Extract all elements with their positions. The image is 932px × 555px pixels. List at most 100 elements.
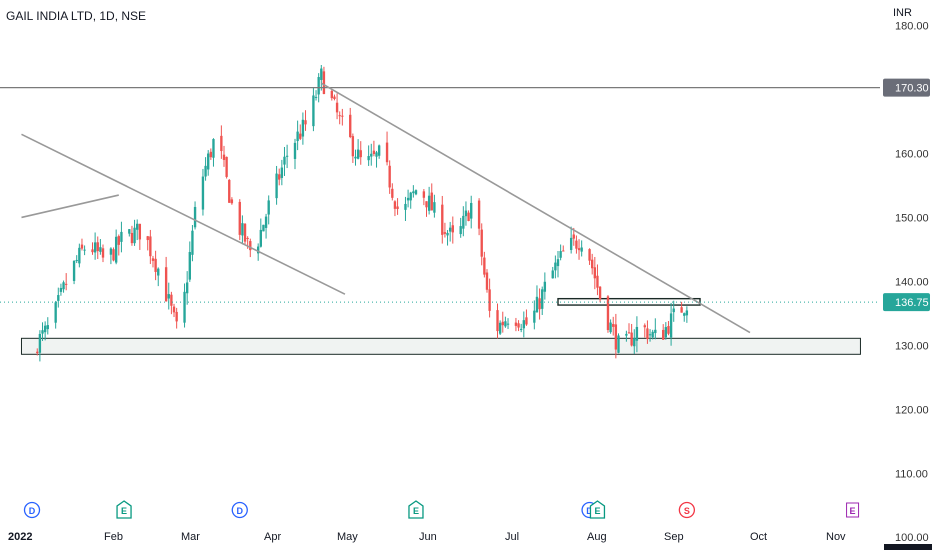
event-marker-d[interactable]: D: [231, 501, 248, 519]
candle-body: [57, 295, 60, 301]
candle-body: [335, 102, 339, 113]
x-tick-label: 2022: [8, 531, 32, 543]
event-letter: D: [237, 506, 244, 516]
candle-body: [533, 310, 536, 323]
candle-body: [207, 153, 210, 170]
event-letter: E: [121, 506, 127, 516]
candle-body: [525, 317, 528, 325]
candle-body: [372, 150, 376, 155]
dividend-icon: [231, 501, 248, 519]
candle-body: [338, 115, 341, 117]
event-marker-e[interactable]: E: [408, 500, 424, 519]
candle-body: [477, 200, 481, 229]
candle-body: [185, 282, 189, 294]
candle-body: [80, 244, 84, 249]
candle-body: [138, 223, 142, 240]
candle-body: [146, 236, 149, 241]
candle-body: [625, 333, 628, 336]
candle-body: [617, 335, 620, 353]
candle-body: [654, 329, 657, 334]
event-letter: S: [684, 506, 690, 516]
candle-body: [680, 307, 683, 313]
candle-body: [96, 242, 99, 252]
candle-body: [651, 331, 654, 338]
candle-body: [38, 333, 42, 353]
candle-body: [36, 351, 39, 354]
candle-body: [504, 321, 507, 327]
price-tag-label: 136.75: [895, 297, 929, 309]
candle-body: [425, 201, 428, 208]
candle-body: [256, 246, 260, 254]
candle-body: [685, 310, 689, 316]
trendline[interactable]: [21, 194, 119, 219]
earnings-icon: [589, 500, 606, 519]
candle-body: [267, 200, 270, 215]
price-tag-label: 170.30: [895, 83, 929, 95]
event-marker-e[interactable]: E: [589, 500, 606, 519]
x-tick-label: Aug: [587, 531, 607, 543]
candle-body: [406, 197, 410, 201]
candle-body: [120, 231, 123, 242]
candle-body: [375, 152, 378, 157]
zone-rectangle[interactable]: [20, 337, 861, 355]
candle-body: [556, 259, 560, 267]
candle-body: [498, 322, 502, 334]
zone-rectangle[interactable]: [557, 297, 701, 306]
candle-body: [349, 114, 352, 138]
candle-body: [591, 259, 594, 269]
event-marker-e[interactable]: E: [116, 500, 132, 519]
event-letter: E: [413, 506, 419, 516]
candle-body: [46, 325, 49, 330]
y-tick-label: 180.00: [895, 21, 929, 33]
candle-body: [430, 192, 433, 211]
candle-body: [538, 298, 541, 310]
trendline[interactable]: [320, 82, 751, 334]
candle-body: [443, 232, 447, 234]
candle-body: [78, 247, 81, 264]
candle-body: [506, 323, 510, 325]
candle-body: [572, 234, 575, 239]
event-marker-e[interactable]: E: [846, 502, 860, 518]
y-tick-label: 100.00: [895, 532, 929, 544]
candle-body: [249, 241, 252, 251]
candle-body: [91, 249, 94, 253]
candle-body: [367, 155, 370, 161]
candle-body: [230, 199, 234, 204]
event-marker-s[interactable]: S: [678, 501, 696, 519]
candle-body: [569, 237, 573, 250]
x-tick-label: Jun: [419, 531, 437, 543]
candle-body: [575, 240, 578, 249]
candle-body: [43, 325, 47, 333]
candle-body: [243, 223, 247, 242]
candle-body: [201, 176, 205, 210]
candle-body: [541, 289, 544, 309]
candle-body: [301, 119, 305, 137]
earnings-icon: [116, 500, 132, 519]
candle-body: [559, 251, 562, 258]
candle-body: [388, 165, 391, 188]
candle-body: [359, 150, 362, 158]
candle-body: [404, 203, 407, 210]
trendline[interactable]: [21, 133, 346, 295]
candle-body: [514, 322, 518, 326]
candle-body: [614, 324, 618, 350]
candle-body: [391, 188, 394, 198]
candle-body: [522, 320, 525, 329]
event-marker-d[interactable]: D: [23, 501, 41, 519]
candle-body: [683, 313, 686, 316]
candle-body: [669, 313, 673, 338]
candle-body: [409, 192, 412, 201]
x-tick-label: Oct: [750, 531, 767, 543]
drawings-layer: [0, 82, 880, 334]
candle-body: [562, 250, 565, 252]
candle-body: [280, 167, 284, 178]
candle-body: [191, 230, 194, 255]
x-tick-label: Feb: [104, 531, 123, 543]
candle-body: [154, 258, 157, 272]
candle-body: [448, 227, 452, 232]
candle-body: [75, 259, 78, 261]
candle-body: [588, 249, 591, 261]
candle-body: [488, 289, 491, 311]
